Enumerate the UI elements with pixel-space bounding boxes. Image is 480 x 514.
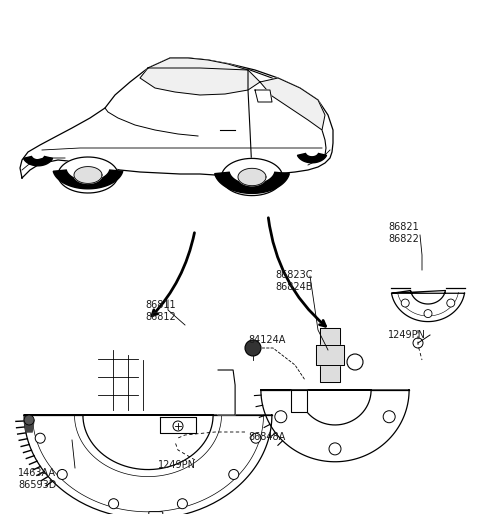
- Polygon shape: [53, 170, 123, 189]
- Circle shape: [447, 299, 455, 307]
- Polygon shape: [238, 168, 266, 186]
- Polygon shape: [58, 157, 118, 193]
- Polygon shape: [261, 390, 409, 462]
- Text: 86821
86822: 86821 86822: [388, 222, 419, 244]
- Polygon shape: [218, 370, 235, 415]
- Polygon shape: [74, 167, 102, 183]
- Circle shape: [329, 443, 341, 455]
- Polygon shape: [24, 415, 272, 514]
- Polygon shape: [24, 420, 34, 432]
- Text: 1249PN: 1249PN: [388, 330, 426, 340]
- Polygon shape: [221, 158, 283, 196]
- Text: 86848A: 86848A: [248, 432, 285, 442]
- Polygon shape: [320, 328, 340, 382]
- Circle shape: [24, 415, 34, 425]
- Polygon shape: [298, 154, 326, 163]
- Polygon shape: [20, 58, 333, 178]
- Circle shape: [347, 354, 363, 370]
- Circle shape: [245, 340, 261, 356]
- Circle shape: [275, 411, 287, 423]
- Polygon shape: [316, 345, 344, 365]
- Circle shape: [251, 433, 261, 443]
- Circle shape: [413, 338, 423, 348]
- Circle shape: [424, 309, 432, 318]
- Text: 1463AA
86593D: 1463AA 86593D: [18, 468, 56, 490]
- Polygon shape: [392, 290, 465, 322]
- Polygon shape: [291, 390, 307, 412]
- Polygon shape: [215, 172, 289, 193]
- Text: 86823C
86824B: 86823C 86824B: [275, 270, 312, 291]
- Text: 84124A: 84124A: [248, 335, 286, 345]
- Circle shape: [108, 499, 119, 509]
- Polygon shape: [24, 156, 52, 166]
- Text: 1249PN: 1249PN: [158, 460, 196, 470]
- Circle shape: [178, 499, 187, 509]
- Polygon shape: [260, 78, 325, 130]
- Circle shape: [173, 421, 183, 431]
- Text: 86811
86812: 86811 86812: [145, 300, 176, 322]
- Polygon shape: [160, 417, 196, 433]
- Circle shape: [401, 299, 409, 307]
- Polygon shape: [255, 90, 272, 102]
- FancyBboxPatch shape: [149, 511, 163, 514]
- Circle shape: [383, 411, 395, 423]
- Circle shape: [57, 469, 67, 480]
- Circle shape: [229, 469, 239, 480]
- Polygon shape: [140, 58, 260, 95]
- Circle shape: [35, 433, 45, 443]
